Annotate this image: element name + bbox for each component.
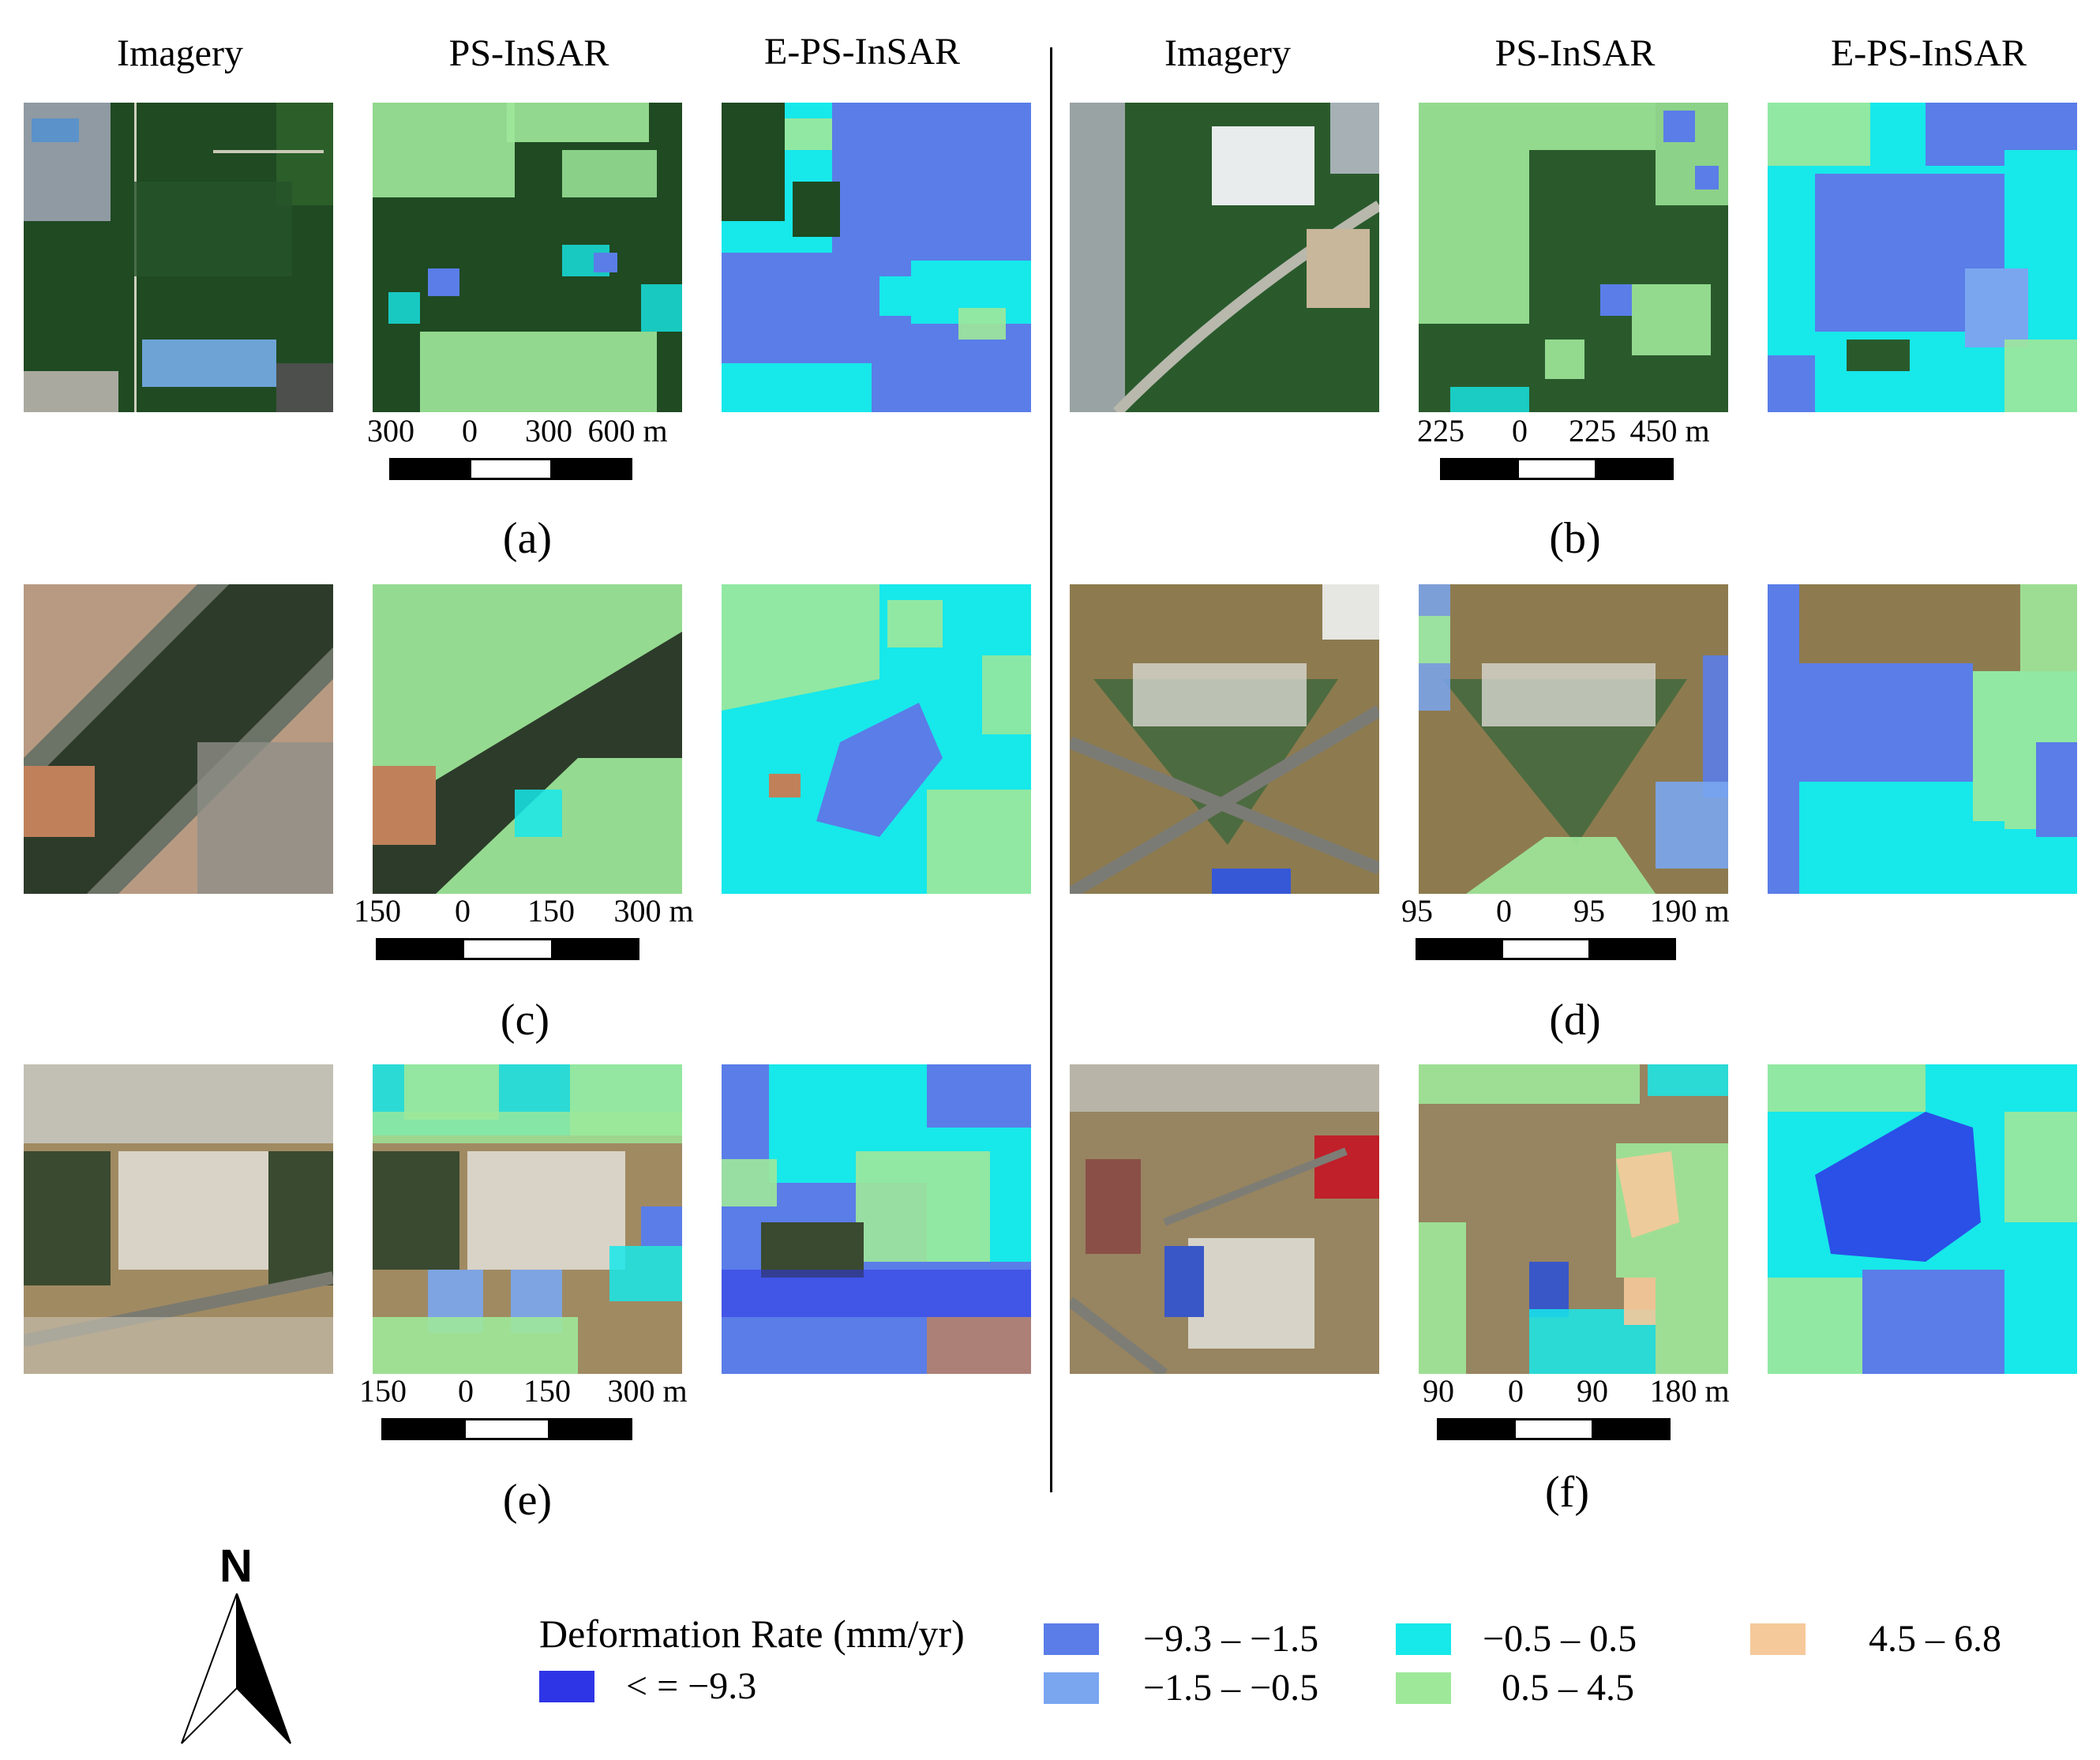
header-epsinsar-left: E-PS-InSAR — [763, 31, 961, 73]
panel-c-imagery — [24, 584, 333, 894]
caption-b: (b) — [1549, 514, 1601, 563]
scale-label: 300 m — [607, 1373, 688, 1409]
scale-label: 0 — [458, 1373, 474, 1409]
north-arrow-icon — [181, 1593, 291, 1744]
panel-a-imagery — [24, 103, 333, 412]
legend-swatch — [1396, 1623, 1451, 1655]
caption-f: (f) — [1545, 1468, 1589, 1517]
scale-label: 300 — [525, 413, 572, 448]
panel-b-e-ps-insar — [1768, 103, 2077, 412]
caption-a: (a) — [502, 514, 553, 563]
legend-item-class-4: −0.5 – 0.5 — [1396, 1617, 1637, 1661]
legend-label: −1.5 – −0.5 — [1143, 1667, 1319, 1709]
caption-e: (e) — [502, 1476, 553, 1525]
north-arrow-label: N — [219, 1540, 253, 1592]
scale-bar-b — [1440, 458, 1674, 480]
legend-swatch — [1044, 1623, 1099, 1655]
scale-label: 300 m — [613, 893, 694, 929]
scale-label: 300 — [367, 413, 414, 448]
legend-item-class-3: −1.5 – −0.5 — [1044, 1666, 1318, 1709]
legend-item-class-6: 4.5 – 6.8 — [1750, 1617, 2001, 1661]
panel-a-e-ps-insar — [722, 103, 1031, 412]
north-arrow: N — [174, 1540, 300, 1745]
panel-c-e-ps-insar — [722, 584, 1031, 894]
panel-f-ps-insar — [1419, 1064, 1728, 1374]
scale-label: 0 — [1496, 893, 1512, 929]
scale-label: 180 m — [1649, 1373, 1730, 1409]
scale-label: 95 — [1573, 893, 1605, 929]
legend-label: −9.3 – −1.5 — [1143, 1618, 1319, 1660]
scale-labels-d: 95 0 95 190 m — [1401, 892, 1733, 932]
panel-d-e-ps-insar — [1768, 584, 2077, 894]
panel-a-ps-insar — [373, 103, 682, 412]
panel-f-e-ps-insar — [1768, 1064, 2077, 1374]
scale-bar-c — [376, 938, 639, 960]
header-imagery-right: Imagery — [1164, 32, 1291, 74]
scale-bar-e — [381, 1418, 632, 1440]
panel-d-ps-insar — [1419, 584, 1728, 894]
scale-label: 150 — [523, 1373, 571, 1409]
scale-bar-a — [389, 458, 632, 480]
panel-b-imagery — [1070, 103, 1379, 412]
legend-label: 0.5 – 4.5 — [1502, 1667, 1634, 1709]
panel-e-imagery — [24, 1064, 333, 1374]
scale-label: 150 — [354, 893, 401, 929]
scale-label: 95 — [1401, 893, 1433, 929]
scale-labels-e: 150 0 150 300 m — [359, 1372, 699, 1412]
header-psinsar-left: PS-InSAR — [448, 32, 609, 74]
legend-item-class-1: < = −9.3 — [539, 1664, 756, 1708]
legend-label: < = −9.3 — [626, 1665, 757, 1707]
legend-swatch — [1044, 1672, 1099, 1704]
scale-label: 190 m — [1649, 893, 1730, 929]
header-epsinsar-right: E-PS-InSAR — [1830, 32, 2027, 74]
legend-item-class-2: −9.3 – −1.5 — [1044, 1617, 1318, 1661]
legend-item-class-5: 0.5 – 4.5 — [1396, 1666, 1634, 1709]
legend-swatch — [1396, 1672, 1451, 1704]
scale-label: 450 m — [1629, 413, 1710, 448]
legend-swatch — [539, 1670, 594, 1702]
scale-labels-a: 300 0 300 600 m — [367, 412, 683, 452]
panel-f-imagery — [1070, 1064, 1379, 1374]
caption-c: (c) — [500, 996, 550, 1045]
scale-label: 225 — [1417, 413, 1464, 448]
scale-label: 90 — [1423, 1373, 1454, 1409]
scale-labels-c: 150 0 150 300 m — [354, 892, 694, 932]
panel-c-ps-insar — [373, 584, 682, 894]
scale-label: 225 — [1569, 413, 1616, 448]
legend-swatch — [1750, 1623, 1806, 1655]
scale-label: 0 — [462, 413, 478, 448]
scale-label: 600 m — [587, 413, 668, 448]
scale-label: 90 — [1577, 1373, 1608, 1409]
scale-label: 0 — [455, 893, 471, 929]
legend-label: −0.5 – 0.5 — [1483, 1618, 1637, 1660]
legend-label: 4.5 – 6.8 — [1869, 1618, 2001, 1660]
scale-labels-f: 90 0 90 180 m — [1423, 1372, 1754, 1412]
scale-label: 150 — [527, 893, 575, 929]
caption-d: (d) — [1549, 996, 1601, 1045]
legend-title: Deformation Rate (mm/yr) — [539, 1612, 965, 1656]
scale-label: 150 — [359, 1373, 407, 1409]
column-divider — [1050, 47, 1052, 1492]
scale-bar-f — [1437, 1418, 1671, 1440]
scale-label: 0 — [1512, 413, 1528, 448]
scale-label: 0 — [1508, 1373, 1524, 1409]
scale-bar-d — [1416, 938, 1676, 960]
header-imagery-left: Imagery — [117, 32, 243, 74]
panel-b-ps-insar — [1419, 103, 1728, 412]
header-psinsar-right: PS-InSAR — [1494, 32, 1656, 74]
panel-e-ps-insar — [373, 1064, 682, 1374]
panel-e-e-ps-insar — [722, 1064, 1031, 1374]
scale-labels-b: 225 0 225 450 m — [1417, 412, 1733, 452]
panel-d-imagery — [1070, 584, 1379, 894]
